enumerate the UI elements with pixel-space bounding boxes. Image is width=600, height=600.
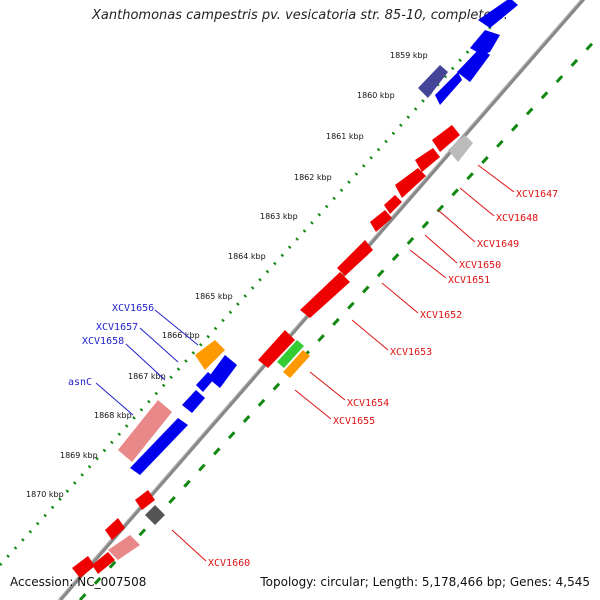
leader-line: [309, 371, 346, 401]
tick-label: 1859 kbp: [390, 51, 428, 60]
gene-block[interactable]: [72, 556, 95, 578]
leader-line: [154, 309, 199, 346]
gene-label[interactable]: XCV1658: [82, 336, 124, 347]
gene-block[interactable]: [135, 490, 155, 510]
gene-block[interactable]: [145, 505, 165, 525]
gene-block[interactable]: [448, 135, 473, 162]
gene-label[interactable]: XCV1657: [96, 322, 138, 333]
tick-label: 1864 kbp: [228, 252, 266, 261]
tick-label: 1861 kbp: [326, 132, 364, 141]
gene-block[interactable]: [457, 48, 490, 82]
gene-block[interactable]: [196, 372, 215, 392]
gene-block[interactable]: [395, 168, 426, 198]
gene-label[interactable]: XCV1651: [448, 275, 490, 286]
tick-label: 1860 kbp: [357, 91, 395, 100]
gene-block[interactable]: [435, 72, 462, 105]
gene-block[interactable]: [108, 535, 140, 560]
gene-label[interactable]: XCV1653: [390, 347, 432, 358]
reverse-genes: [72, 125, 473, 578]
gene-block[interactable]: [384, 195, 402, 214]
leader-line: [381, 282, 419, 314]
gene-label[interactable]: XCV1648: [496, 213, 538, 224]
gene-label[interactable]: XCV1656: [112, 303, 154, 314]
gene-block[interactable]: [470, 30, 500, 55]
gene-block[interactable]: [105, 518, 125, 540]
gene-label[interactable]: asnC: [68, 377, 92, 388]
gene-block[interactable]: [277, 340, 304, 368]
inner-gene-labels: XCV1647 XCV1648 XCV1649 XCV1650 XCV1651 …: [208, 189, 558, 569]
leader-line: [95, 382, 134, 416]
gene-label[interactable]: XCV1649: [477, 239, 519, 250]
gene-block[interactable]: [195, 340, 225, 370]
gene-block[interactable]: [118, 400, 172, 462]
forward-genes: [118, 0, 518, 475]
gene-label[interactable]: XCV1647: [516, 189, 558, 200]
topology-label: Topology: circular; Length: 5,178,466 bp…: [260, 575, 590, 589]
leader-line: [294, 389, 332, 420]
tick-labels: 1859 kbp 1860 kbp 1861 kbp 1862 kbp 1863…: [26, 51, 428, 499]
tick-label: 1869 kbp: [60, 451, 98, 460]
gene-block[interactable]: [432, 125, 460, 152]
gene-block[interactable]: [182, 390, 205, 413]
gene-label[interactable]: XCV1652: [420, 310, 462, 321]
leader-line: [437, 209, 476, 243]
leader-line: [459, 187, 495, 217]
leader-line: [409, 249, 447, 279]
leader-line: [477, 164, 515, 193]
gene-block[interactable]: [418, 65, 448, 98]
tick-label: 1868 kbp: [94, 411, 132, 420]
tick-label: 1870 kbp: [26, 490, 64, 499]
inner-leader-lines: [171, 164, 515, 562]
tick-label: 1862 kbp: [294, 173, 332, 182]
map-title: Xanthomonas campestris pv. vesicatoria s…: [92, 8, 508, 23]
gene-label[interactable]: XCV1655: [333, 416, 375, 427]
gene-block[interactable]: [208, 355, 237, 388]
tick-label: 1866 kbp: [162, 331, 200, 340]
outer-gene-labels: XCV1656 XCV1657 XCV1658 asnC: [68, 303, 154, 388]
gene-block[interactable]: [130, 418, 188, 475]
tick-label: 1865 kbp: [195, 292, 233, 301]
leader-line: [139, 327, 179, 363]
leader-line: [171, 529, 207, 562]
gene-block[interactable]: [370, 210, 392, 232]
gene-block[interactable]: [415, 148, 440, 172]
gene-block[interactable]: [337, 240, 373, 276]
tick-label: 1867 kbp: [128, 372, 166, 381]
gene-block[interactable]: [283, 350, 310, 378]
leader-line: [351, 319, 389, 351]
accession-label: Accession: NC_007508: [10, 575, 147, 589]
gene-label[interactable]: XCV1650: [459, 260, 501, 271]
tick-label: 1863 kbp: [260, 212, 298, 221]
gene-block[interactable]: [258, 330, 295, 368]
gene-label[interactable]: XCV1654: [347, 398, 389, 409]
gene-block[interactable]: [300, 272, 350, 318]
leader-line: [125, 343, 166, 381]
outer-leader-lines: [95, 309, 199, 416]
inner-dashed-ring: [78, 33, 600, 600]
gene-block[interactable]: [478, 0, 518, 28]
leader-line: [424, 234, 458, 264]
gene-label[interactable]: XCV1660: [208, 558, 250, 569]
gene-block[interactable]: [92, 552, 115, 574]
